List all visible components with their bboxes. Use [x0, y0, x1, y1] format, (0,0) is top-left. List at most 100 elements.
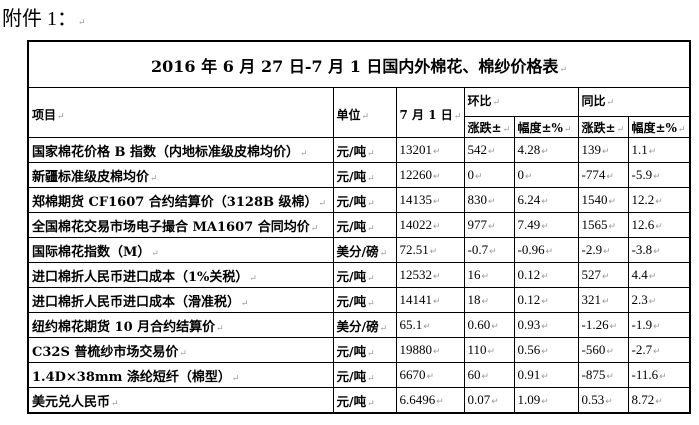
mom-change-cell: 0.60 — [463, 312, 515, 338]
table-title: 2016 年 6 月 27 日-7 月 1 日国内外棉花、棉纱价格表 — [27, 40, 691, 88]
yoy-pct-cell: 12.6 — [627, 212, 691, 238]
mom-pct-cell: -0.96 — [513, 237, 579, 263]
mom-change-cell: 110 — [463, 337, 515, 363]
unit-cell: 元/吨 — [332, 362, 397, 388]
yoy-pct-cell: 1.1 — [627, 137, 691, 163]
yoy-change-cell: 1540 — [577, 187, 629, 213]
yoy-change-cell: -1.26 — [577, 312, 629, 338]
header-yoy: 同比 — [577, 87, 691, 117]
item-cell: 国家棉花价格 B 指数（内地标准级皮棉均价） — [27, 137, 334, 163]
table-row: 美元兑人民币元/吨6.64960.071.090.538.72 — [27, 387, 691, 414]
value-cell: 72.51 — [395, 237, 465, 263]
mom-change-cell: 60 — [463, 362, 515, 388]
header-mom-change: 涨跌± — [463, 116, 515, 138]
yoy-change-cell: -875 — [577, 362, 629, 388]
mom-pct-cell: 0.12 — [513, 287, 579, 313]
item-cell: 美元兑人民币 — [27, 387, 334, 414]
table-row: 郑棉期货 CF1607 合约结算价（3128B 级棉）元/吨141358306.… — [27, 187, 691, 213]
price-table: 2016 年 6 月 27 日-7 月 1 日国内外棉花、棉纱价格表 项目 单位… — [27, 40, 692, 414]
unit-cell: 元/吨 — [332, 387, 397, 414]
unit-cell: 美分/磅 — [332, 312, 397, 338]
table-row: 全国棉花交易市场电子撮合 MA1607 合同均价元/吨140229777.491… — [27, 212, 691, 238]
table-row: C32S 普梳纱市场交易价元/吨198801100.56-560-2.7 — [27, 337, 691, 363]
value-cell: 14022 — [395, 212, 465, 238]
yoy-change-cell: -2.9 — [577, 237, 629, 263]
value-cell: 19880 — [395, 337, 465, 363]
item-cell: 国际棉花指数（M） — [27, 237, 334, 263]
item-cell: 郑棉期货 CF1607 合约结算价（3128B 级棉） — [27, 187, 334, 213]
item-cell: 进口棉折人民币进口成本（滑准税） — [27, 287, 334, 313]
yoy-pct-cell: -3.8 — [627, 237, 691, 263]
mom-pct-cell: 6.24 — [513, 187, 579, 213]
header-unit: 单位 — [332, 87, 397, 138]
value-cell: 14135 — [395, 187, 465, 213]
value-cell: 12532 — [395, 262, 465, 288]
unit-cell: 元/吨 — [332, 137, 397, 163]
yoy-change-cell: 527 — [577, 262, 629, 288]
mom-change-cell: 0 — [463, 162, 515, 188]
item-cell: 1.4D×38mm 涤纶短纤（棉型） — [27, 362, 334, 388]
yoy-change-cell: -560 — [577, 337, 629, 363]
mom-change-cell: 16 — [463, 262, 515, 288]
mom-change-cell: 830 — [463, 187, 515, 213]
mom-pct-cell: 0.93 — [513, 312, 579, 338]
yoy-change-cell: 1565 — [577, 212, 629, 238]
header-item: 项目 — [27, 87, 334, 138]
unit-cell: 元/吨 — [332, 162, 397, 188]
value-cell: 14141 — [395, 287, 465, 313]
value-cell: 13201 — [395, 137, 465, 163]
value-cell: 6670 — [395, 362, 465, 388]
mom-pct-cell: 1.09 — [513, 387, 579, 414]
header-date: 7 月 1 日 — [395, 87, 465, 138]
mom-pct-cell: 0.12 — [513, 262, 579, 288]
value-cell: 6.6496 — [395, 387, 465, 414]
header-mom: 环比 — [463, 87, 579, 117]
unit-cell: 元/吨 — [332, 337, 397, 363]
table-row: 国家棉花价格 B 指数（内地标准级皮棉均价）元/吨132015424.28139… — [27, 137, 691, 163]
yoy-change-cell: 139 — [577, 137, 629, 163]
mom-pct-cell: 0.56 — [513, 337, 579, 363]
unit-cell: 美分/磅 — [332, 237, 397, 263]
header-yoy-change: 涨跌± — [577, 116, 629, 138]
item-cell: 全国棉花交易市场电子撮合 MA1607 合同均价 — [27, 212, 334, 238]
table-row: 国际棉花指数（M）美分/磅72.51-0.7-0.96-2.9-3.8 — [27, 237, 691, 263]
yoy-pct-cell: -11.6 — [627, 362, 691, 388]
value-cell: 65.1 — [395, 312, 465, 338]
unit-cell: 元/吨 — [332, 187, 397, 213]
yoy-change-cell: 321 — [577, 287, 629, 313]
mom-pct-cell: 0.91 — [513, 362, 579, 388]
mom-pct-cell: 4.28 — [513, 137, 579, 163]
value-cell: 12260 — [395, 162, 465, 188]
header-yoy-pct: 幅度±% — [627, 116, 691, 138]
yoy-change-cell: 0.53 — [577, 387, 629, 414]
yoy-pct-cell: 2.3 — [627, 287, 691, 313]
table-row: 进口棉折人民币进口成本（滑准税）元/吨14141180.123212.3 — [27, 287, 691, 313]
yoy-pct-cell: 12.2 — [627, 187, 691, 213]
table-row: 纽约棉花期货 10 月合约结算价美分/磅65.10.600.93-1.26-1.… — [27, 312, 691, 338]
unit-cell: 元/吨 — [332, 262, 397, 288]
table-row: 新疆标准级皮棉均价元/吨1226000-774-5.9 — [27, 162, 691, 188]
mom-change-cell: 977 — [463, 212, 515, 238]
yoy-pct-cell: 4.4 — [627, 262, 691, 288]
mom-change-cell: 542 — [463, 137, 515, 163]
mom-change-cell: -0.7 — [463, 237, 515, 263]
item-cell: C32S 普梳纱市场交易价 — [27, 337, 334, 363]
item-cell: 新疆标准级皮棉均价 — [27, 162, 334, 188]
mom-pct-cell: 7.49 — [513, 212, 579, 238]
attachment-label: 附件 1： — [2, 2, 86, 31]
yoy-pct-cell: -5.9 — [627, 162, 691, 188]
item-cell: 纽约棉花期货 10 月合约结算价 — [27, 312, 334, 338]
yoy-pct-cell: -2.7 — [627, 337, 691, 363]
table-row: 1.4D×38mm 涤纶短纤（棉型）元/吨6670600.91-875-11.6 — [27, 362, 691, 388]
unit-cell: 元/吨 — [332, 212, 397, 238]
mom-change-cell: 18 — [463, 287, 515, 313]
table-row: 进口棉折人民币进口成本（1%关税）元/吨12532160.125274.4 — [27, 262, 691, 288]
header-mom-pct: 幅度±% — [513, 116, 579, 138]
yoy-pct-cell: 8.72 — [627, 387, 691, 414]
mom-change-cell: 0.07 — [463, 387, 515, 414]
yoy-pct-cell: -1.9 — [627, 312, 691, 338]
unit-cell: 元/吨 — [332, 287, 397, 313]
mom-pct-cell: 0 — [513, 162, 579, 188]
yoy-change-cell: -774 — [577, 162, 629, 188]
item-cell: 进口棉折人民币进口成本（1%关税） — [27, 262, 334, 288]
